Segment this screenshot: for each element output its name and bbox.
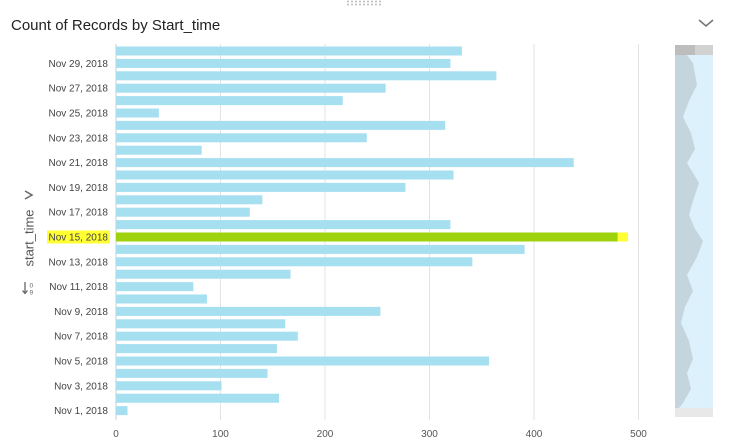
bar-highlighted[interactable] xyxy=(116,232,618,242)
bar[interactable] xyxy=(116,108,159,118)
bar[interactable] xyxy=(116,269,291,279)
y-tick-label: Nov 3, 2018 xyxy=(54,381,108,392)
sort-icon[interactable]: 0 9 xyxy=(21,280,37,296)
y-tick-label: Nov 29, 2018 xyxy=(49,59,109,70)
y-tick-label: Nov 19, 2018 xyxy=(49,183,109,194)
y-tick-label: Nov 25, 2018 xyxy=(49,109,109,120)
chevron-down-icon[interactable] xyxy=(696,14,716,32)
bar[interactable] xyxy=(116,58,451,68)
y-tick-label: Nov 13, 2018 xyxy=(49,257,109,268)
chart-title: Count of Records by Start_time xyxy=(11,17,221,34)
x-tick-label: 200 xyxy=(317,429,334,440)
bar[interactable] xyxy=(116,182,406,192)
bar[interactable] xyxy=(116,294,207,304)
bar[interactable] xyxy=(116,331,298,341)
bar[interactable] xyxy=(116,257,473,267)
x-tick-label: 500 xyxy=(630,429,647,440)
y-tick-label: Nov 9, 2018 xyxy=(54,307,108,318)
x-tick-label: 100 xyxy=(212,429,229,440)
x-tick-label: 400 xyxy=(526,429,543,440)
bar[interactable] xyxy=(116,282,194,292)
bar[interactable] xyxy=(116,220,451,230)
y-tick-label: Nov 21, 2018 xyxy=(49,158,109,169)
y-tick-label: Nov 1, 2018 xyxy=(54,406,108,417)
bar[interactable] xyxy=(116,319,286,329)
bar[interactable] xyxy=(116,158,574,168)
bar[interactable] xyxy=(116,356,490,366)
y-tick-label: Nov 15, 2018 xyxy=(49,233,109,244)
bar[interactable] xyxy=(116,406,128,416)
x-ticks-layer: 0 100 200 300 400 500 xyxy=(113,429,647,440)
bar[interactable] xyxy=(116,393,280,403)
bar[interactable] xyxy=(116,83,386,93)
y-tick-label: Nov 7, 2018 xyxy=(54,332,108,343)
bar[interactable] xyxy=(116,381,222,391)
chevron-right-icon[interactable] xyxy=(22,188,36,202)
y-tick-label: Nov 23, 2018 xyxy=(49,133,109,144)
y-tick-highlight-bg xyxy=(47,230,110,244)
y-tick-label: Nov 5, 2018 xyxy=(54,357,108,368)
bars-layer xyxy=(116,46,629,416)
bar[interactable] xyxy=(116,195,263,205)
bar[interactable] xyxy=(116,344,277,354)
bar[interactable] xyxy=(116,207,250,217)
svg-text:9: 9 xyxy=(30,290,34,297)
y-tick-label: Nov 27, 2018 xyxy=(49,84,109,95)
bar[interactable] xyxy=(116,145,202,155)
bar[interactable] xyxy=(116,96,343,106)
x-tick-label: 0 xyxy=(113,429,119,440)
y-tick-label: Nov 11, 2018 xyxy=(49,282,108,293)
bar[interactable] xyxy=(116,46,462,56)
bar[interactable] xyxy=(116,71,497,81)
drag-handle-icon[interactable] xyxy=(346,0,382,6)
bar[interactable] xyxy=(116,170,454,180)
y-tick-label: Nov 17, 2018 xyxy=(49,208,109,219)
bar[interactable] xyxy=(116,368,268,378)
svg-text:0: 0 xyxy=(30,283,34,290)
minimap-area xyxy=(675,55,703,408)
bar[interactable] xyxy=(116,306,381,316)
labels-layer: Nov 29, 2018 Nov 27, 2018 Nov 25, 2018 Nov … xyxy=(47,59,110,417)
minimap-bottom-handle[interactable] xyxy=(675,408,713,417)
x-tick-label: 300 xyxy=(421,429,438,440)
bar[interactable] xyxy=(116,133,367,143)
bar[interactable] xyxy=(116,120,446,130)
bar[interactable] xyxy=(116,244,525,254)
chart-minimap[interactable] xyxy=(675,45,713,417)
